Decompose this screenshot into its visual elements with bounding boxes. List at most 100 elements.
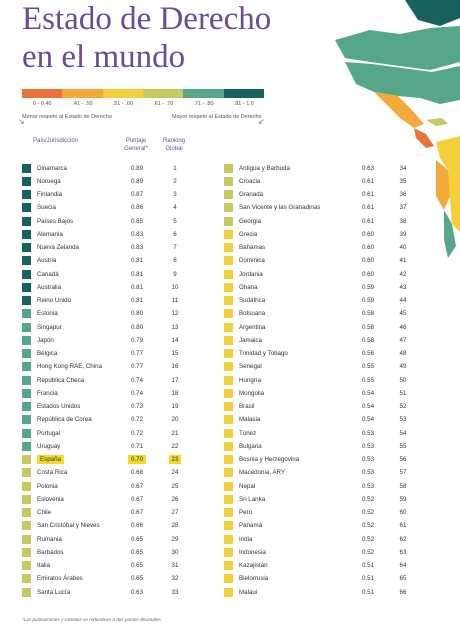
overall-score: 0.61 bbox=[361, 191, 375, 198]
score-color-swatch bbox=[22, 388, 31, 398]
table-row: Japón 0.79 14 bbox=[22, 333, 192, 347]
score-color-swatch bbox=[22, 494, 31, 504]
map-usa bbox=[345, 62, 460, 104]
map-mexico bbox=[374, 92, 424, 128]
global-rank: 52 bbox=[399, 403, 407, 410]
country-name: Antigua y Barbuda bbox=[239, 164, 290, 172]
country-name: Emiratos Árabes bbox=[37, 575, 83, 583]
country-name: Georgia bbox=[239, 217, 262, 225]
country-name: Japón bbox=[37, 336, 54, 344]
score-color-swatch bbox=[224, 362, 233, 372]
legend-range-label: .61 - .70 bbox=[153, 101, 174, 107]
country-name: Senegal bbox=[239, 363, 262, 371]
global-rank: 28 bbox=[171, 522, 179, 530]
overall-score: 0.81 bbox=[130, 270, 144, 278]
overall-score: 0.72 bbox=[130, 416, 144, 424]
country-name: Estados Unidos bbox=[37, 403, 81, 410]
overall-score: 0.58 bbox=[361, 310, 375, 318]
table-row: Grecia 0.60 39 bbox=[224, 227, 424, 241]
score-color-swatch bbox=[22, 176, 31, 186]
global-rank: 57 bbox=[399, 469, 407, 477]
table-row: Perú 0.52 60 bbox=[224, 506, 424, 520]
overall-score: 0.52 bbox=[361, 509, 375, 516]
overall-score: 0.80 bbox=[130, 310, 144, 318]
country-name: España bbox=[37, 455, 64, 464]
table-row: Alemania 0.83 6 bbox=[22, 227, 192, 241]
score-color-swatch bbox=[224, 481, 233, 491]
country-name: Bielorrusia bbox=[239, 575, 269, 583]
overall-score: 0.61 bbox=[361, 204, 375, 212]
country-name: Canadá bbox=[37, 270, 59, 278]
overall-score: 0.67 bbox=[130, 482, 144, 490]
overall-score: 0.68 bbox=[130, 469, 144, 477]
score-color-swatch bbox=[22, 561, 31, 570]
overall-score: 0.81 bbox=[130, 297, 144, 304]
country-name: Alemania bbox=[37, 230, 63, 238]
header-score: Puntaje General* bbox=[124, 138, 148, 152]
global-rank: 58 bbox=[399, 482, 407, 490]
legend-swatch bbox=[102, 89, 143, 98]
country-name: Kazajistán bbox=[239, 562, 268, 569]
table-row: Barbados 0.65 30 bbox=[22, 545, 192, 559]
table-row: Sri Lanka 0.52 59 bbox=[224, 492, 424, 506]
table-row: España 0.70 23 bbox=[22, 453, 192, 467]
score-color-swatch bbox=[22, 256, 31, 266]
score-color-swatch bbox=[224, 349, 233, 358]
score-color-swatch bbox=[22, 282, 31, 292]
global-rank: 6 bbox=[173, 230, 177, 238]
global-rank: 10 bbox=[171, 283, 179, 291]
overall-score: 0.58 bbox=[361, 336, 375, 344]
legend-swatch bbox=[223, 89, 264, 98]
map-brazil bbox=[448, 170, 460, 232]
country-name: Malasia bbox=[239, 416, 261, 424]
global-rank: 25 bbox=[171, 482, 179, 490]
global-rank: 48 bbox=[399, 350, 407, 357]
overall-score: 0.65 bbox=[130, 535, 144, 543]
overall-score: 0.65 bbox=[130, 562, 144, 569]
score-color-swatch bbox=[22, 335, 31, 345]
country-name: Australia bbox=[37, 283, 62, 291]
global-rank: 16 bbox=[171, 363, 179, 371]
country-name: Ghana bbox=[239, 283, 258, 291]
country-name: Austria bbox=[37, 257, 57, 265]
global-rank: 31 bbox=[171, 562, 179, 569]
score-color-swatch bbox=[22, 190, 31, 199]
global-rank: 66 bbox=[399, 588, 407, 596]
table-row: Austria 0.81 8 bbox=[22, 254, 192, 268]
table-row: Túnez 0.53 54 bbox=[224, 426, 424, 440]
global-rank: 53 bbox=[399, 416, 407, 424]
score-color-swatch bbox=[224, 256, 233, 266]
table-row: Senegal 0.55 49 bbox=[224, 360, 424, 374]
global-rank: 12 bbox=[171, 310, 179, 318]
table-row: Estados Unidos 0.73 19 bbox=[22, 400, 192, 414]
score-color-swatch bbox=[224, 163, 233, 173]
map-caribbean bbox=[426, 118, 448, 126]
country-name: Portugal bbox=[37, 429, 61, 437]
table-row: Nueva Zelanda 0.83 7 bbox=[22, 241, 192, 255]
overall-score: 0.52 bbox=[361, 548, 375, 556]
overall-score: 0.59 bbox=[361, 283, 375, 291]
score-color-swatch bbox=[22, 508, 31, 517]
global-rank: 40 bbox=[399, 244, 407, 251]
global-rank: 63 bbox=[399, 548, 407, 556]
score-color-swatch bbox=[22, 203, 31, 213]
country-name: Polonia bbox=[37, 482, 58, 490]
score-color-swatch bbox=[22, 362, 31, 372]
score-color-swatch bbox=[224, 521, 233, 531]
global-rank: 46 bbox=[399, 323, 407, 331]
score-color-swatch bbox=[224, 282, 233, 292]
country-name: Sudáfrica bbox=[239, 297, 266, 304]
global-rank: 14 bbox=[171, 336, 179, 344]
table-row: Francia 0.74 18 bbox=[22, 386, 192, 400]
table-row: Dominica 0.60 41 bbox=[224, 254, 424, 268]
table-row: San Vicente y las Granadinas 0.61 37 bbox=[224, 201, 424, 215]
country-name: Bulgaria bbox=[239, 442, 262, 450]
title-line-1: Estado de Derecho bbox=[22, 1, 272, 37]
global-rank: 30 bbox=[171, 548, 179, 556]
table-row: Granada 0.61 36 bbox=[224, 188, 424, 202]
table-row: Ghana 0.59 43 bbox=[224, 280, 424, 294]
score-color-swatch bbox=[224, 243, 233, 252]
legend-low-label: Menor respeto al Estado de Derecho bbox=[22, 114, 112, 120]
table-row: Panamá 0.52 61 bbox=[224, 519, 424, 533]
table-row: Costa Rica 0.68 24 bbox=[22, 466, 192, 480]
